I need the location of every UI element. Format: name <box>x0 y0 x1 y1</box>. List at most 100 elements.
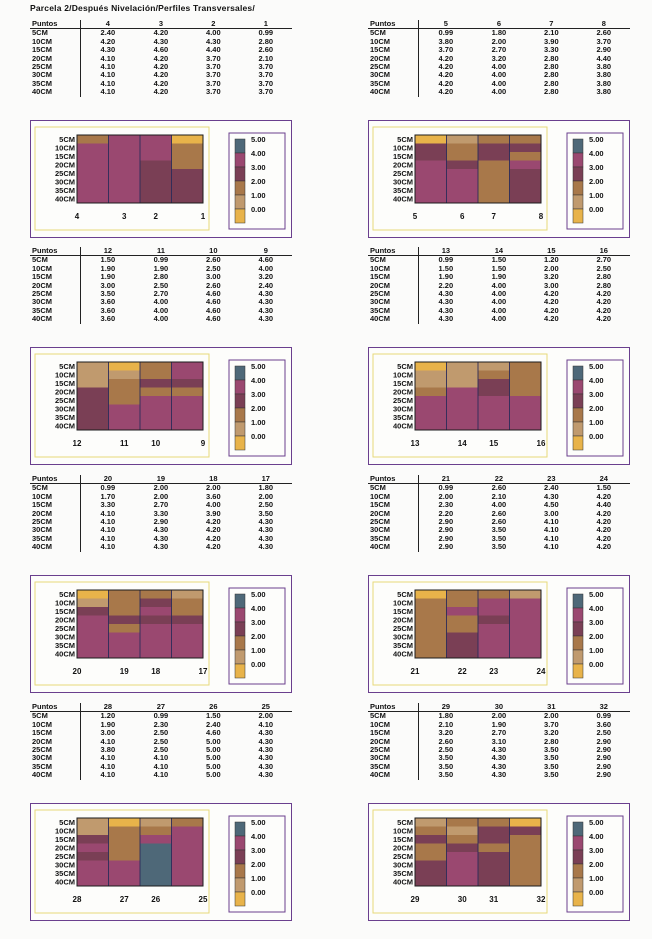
heatmap-cell <box>446 160 479 170</box>
heatmap-cell <box>108 632 141 642</box>
depth-label: 5CM <box>368 29 419 38</box>
depth-label: 35CM <box>368 306 419 316</box>
x-tick-label: 24 <box>537 667 546 676</box>
heatmap-cell <box>108 143 141 153</box>
table-row: 25CM 4.30 4.00 4.20 4.20 <box>368 289 630 299</box>
table-cell: 4.10 <box>100 53 116 63</box>
legend-swatch <box>572 849 584 865</box>
table-cell: 4.00 <box>153 314 169 324</box>
table-row: 10CM 1.70 2.00 3.60 2.00 <box>30 492 292 502</box>
puntos-header: Puntos <box>368 19 419 30</box>
heatmap-cell <box>171 598 204 608</box>
table-cell: 2.90 <box>596 45 612 55</box>
x-tick-label: 31 <box>489 895 498 904</box>
table-cell: 2.40 <box>206 719 221 729</box>
heatmap-cell <box>415 143 447 153</box>
heatmap-cell <box>478 413 510 422</box>
profile-panel: Puntos 4 3 2 1 5CM 2.40 4.20 4.00 0.99 10CM 4.20 4.3… <box>30 19 292 240</box>
heatmap-cell <box>140 160 172 170</box>
heatmap-cell <box>509 177 542 187</box>
heatmap-cell <box>171 143 204 153</box>
legend-label: 2.00 <box>251 860 266 869</box>
heatmap-cell <box>478 177 510 187</box>
table-cell: 4.20 <box>153 53 169 63</box>
depth-label: 5CM <box>30 484 81 493</box>
heatmap-cell <box>446 421 479 431</box>
heatmap-cell <box>108 826 141 836</box>
heatmap-cell <box>171 186 204 195</box>
table-row: 35CM 4.20 4.00 2.80 3.80 <box>368 79 630 89</box>
depth-label: 40CM <box>368 542 419 552</box>
table-cell: 4.00 <box>153 305 169 315</box>
heatmap-cell <box>415 169 447 178</box>
table-cell: 4.30 <box>258 533 274 543</box>
table-cell: 2.60 <box>491 517 507 527</box>
heatmap-cell <box>478 818 510 827</box>
heatmap-cell <box>478 143 510 153</box>
y-tick-label: 20CM <box>55 388 75 397</box>
x-tick-label: 29 <box>411 895 420 904</box>
table-cell: 2.80 <box>596 280 612 290</box>
table-cell: 3.30 <box>153 508 169 518</box>
table-row: 20CM 2.60 3.10 2.80 2.90 <box>368 737 630 747</box>
heatmap-cell <box>140 396 172 405</box>
heatmap-cell <box>140 877 172 887</box>
table-cell: 2.00 <box>206 483 221 493</box>
heatmap-cell <box>446 860 479 870</box>
table-cell: 4.20 <box>206 517 221 527</box>
table-cell: 4.20 <box>596 297 612 307</box>
heatmap-cell <box>446 143 479 153</box>
heatmap-cell <box>478 135 510 144</box>
heatmap-cell <box>446 826 479 836</box>
heatmap-cell <box>108 396 141 405</box>
y-tick-label: 35CM <box>393 413 413 422</box>
heatmap-cell <box>171 177 204 187</box>
heatmap-cell <box>446 869 479 878</box>
y-tick-label: 20CM <box>55 161 75 170</box>
heatmap-cell <box>77 877 109 887</box>
heatmap-cell <box>77 632 109 642</box>
y-tick-label: 25CM <box>55 624 75 633</box>
heatmap-cell <box>140 607 172 616</box>
legend-label: 1.00 <box>251 874 266 883</box>
y-tick-label: 25CM <box>393 624 413 633</box>
table-cell: 3.80 <box>596 70 612 80</box>
plot-border <box>76 589 204 659</box>
depth-label: 40CM <box>30 314 81 324</box>
table-cell: 2.00 <box>491 711 507 721</box>
profile-panel: Puntos 20 19 18 17 5CM 0.99 2.00 2.00 1.80 10CM 1.7… <box>30 474 292 695</box>
table-cell: 1.90 <box>153 263 169 273</box>
table-cell: 4.20 <box>544 289 559 299</box>
table-cell: 4.20 <box>153 78 169 88</box>
heatmap-cell <box>140 632 172 642</box>
table-row: 15CM 1.90 2.80 3.00 3.20 <box>30 272 292 282</box>
y-tick-label: 30CM <box>55 861 75 870</box>
table-row: 15CM 3.30 2.70 4.00 2.50 <box>30 500 292 510</box>
heatmap-cell <box>509 194 542 204</box>
heatmap-cell <box>415 387 447 397</box>
table-header-row: Puntos 4 3 2 1 <box>30 19 292 30</box>
heatmap-cell <box>478 186 510 195</box>
table-cell: 4.30 <box>491 770 507 780</box>
depth-label: 35CM <box>368 534 419 544</box>
heatmap-cell <box>415 396 447 405</box>
depth-label: 20CM <box>30 281 81 291</box>
table-cell: 2.70 <box>153 289 169 299</box>
table-cell: 4.00 <box>491 87 507 97</box>
y-tick-label: 10CM <box>393 599 413 608</box>
y-tick-label: 5CM <box>59 135 75 144</box>
heatmap-cell <box>108 598 141 608</box>
table-cell: 2.50 <box>258 500 274 510</box>
heatmap-cell <box>77 135 109 144</box>
heatmap-cell <box>77 826 109 836</box>
depth-label: 35CM <box>30 534 81 544</box>
x-tick-label: 2 <box>154 212 159 221</box>
heatmap-cell <box>77 641 109 650</box>
table-cell: 4.20 <box>596 533 612 543</box>
legend-label: 4.00 <box>251 832 266 841</box>
table-cell: 5.00 <box>206 761 221 771</box>
heatmap-cell <box>509 421 542 431</box>
table-row: 35CM 4.30 4.00 4.20 4.20 <box>368 306 630 316</box>
x-tick-label: 5 <box>413 212 418 221</box>
legend-swatch <box>234 208 246 224</box>
